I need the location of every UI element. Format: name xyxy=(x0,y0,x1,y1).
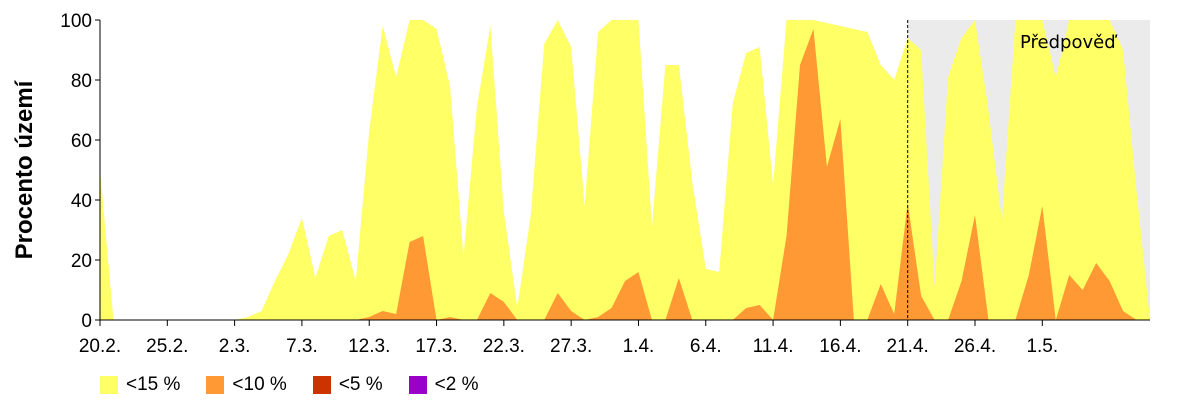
x-tick-label: 20.2. xyxy=(79,336,121,357)
x-tick-label: 25.2. xyxy=(146,336,188,357)
series-area-0 xyxy=(100,20,1150,320)
y-tick-label: 0 xyxy=(81,311,92,332)
x-tick-label: 11.4. xyxy=(753,336,794,357)
chart-svg: 0 20 40 60 80 100 20.2. 25.2. 2.3. 7.3. 12.3. 17.3.… xyxy=(11,11,1150,357)
y-axis-label: Procento území xyxy=(11,79,38,259)
x-tick-label: 21.4. xyxy=(887,336,929,357)
x-tick-label: 26.4. xyxy=(954,336,996,357)
series-area-1 xyxy=(100,29,1150,320)
x-tick-label: 1.4. xyxy=(623,336,655,357)
y-tick-label: 80 xyxy=(71,71,92,92)
area-layer xyxy=(100,20,1150,320)
legend-label-5: <5 % xyxy=(338,374,383,395)
legend-item-15: <15 % xyxy=(100,374,180,396)
x-tick-label: 17.3. xyxy=(415,336,457,357)
axes: 0 20 40 60 80 100 20.2. 25.2. 2.3. 7.3. 12.3. 17.3.… xyxy=(60,11,1150,357)
x-tick-label: 12.3. xyxy=(348,336,390,357)
forecast-label: Předpověď xyxy=(1020,32,1118,53)
y-tick-label: 100 xyxy=(60,11,92,32)
y-tick-label: 40 xyxy=(71,191,92,212)
y-tick-label: 20 xyxy=(71,251,92,272)
legend-label-2: <2 % xyxy=(434,374,479,395)
x-tick-label: 1.5. xyxy=(1026,336,1058,357)
y-tick-label: 60 xyxy=(71,131,92,152)
legend-item-10: <10 % xyxy=(206,374,287,396)
legend-swatch-15 xyxy=(100,376,118,394)
legend-swatch-2 xyxy=(408,376,427,394)
legend-item-5: <5 % xyxy=(312,374,383,396)
x-tick-label: 22.3. xyxy=(483,336,525,357)
x-tick-label: 7.3. xyxy=(286,336,318,357)
legend-swatch-10 xyxy=(206,376,225,394)
legend-label-10: <10 % xyxy=(232,374,287,395)
legend-item-2: <2 % xyxy=(408,374,479,396)
legend-label-15: <15 % xyxy=(126,374,181,395)
legend-swatch-5 xyxy=(312,376,331,394)
legend: <15 % <10 % <5 % <2 % xyxy=(100,372,505,398)
x-tick-label: 2.3. xyxy=(219,336,251,357)
x-tick-label: 16.4. xyxy=(819,336,861,357)
x-tick-label: 6.4. xyxy=(690,336,722,357)
x-tick-label: 27.3. xyxy=(550,336,592,357)
